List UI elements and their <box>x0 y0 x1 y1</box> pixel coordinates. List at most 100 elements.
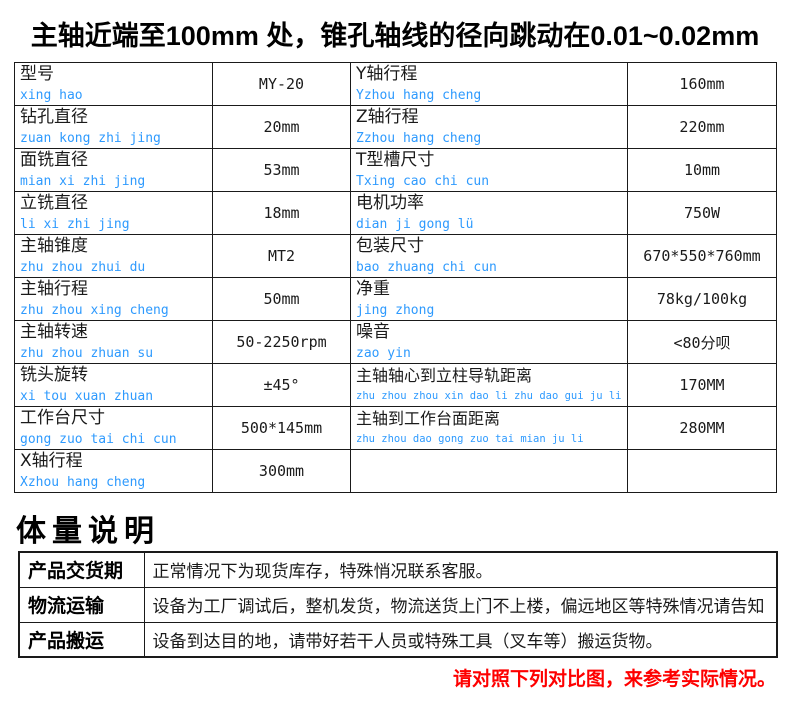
volume-table-row: 产品交货期 正常情况下为现货库存，特殊悄况联系客服。 <box>18 551 778 588</box>
spec-label-cell: 铣头旋转 xi tou xuan zhuan <box>14 363 213 407</box>
spec-table-row: X轴行程 Xzhou hang cheng 300mm <box>14 449 777 493</box>
spec-label-pinyin: Yzhou hang cheng <box>356 88 482 103</box>
spec-label-cn: Y轴行程 <box>356 64 418 84</box>
spec-value-cell: 50-2250rpm <box>212 320 351 364</box>
spec-value-cell: 220mm <box>627 105 777 149</box>
spec-value-cell: 500*145mm <box>212 406 351 450</box>
spec-label-cn: 铣头旋转 <box>20 365 88 385</box>
spec-value-cell: 78kg/100kg <box>627 277 777 321</box>
volume-table-row: 物流运输 设备为工厂调试后，整机发货，物流送货上门不上楼，偏远地区等特殊情况请告知 <box>18 586 778 623</box>
spec-table-row: 型号 xing hao MY-20 Y轴行程 Yzhou hang cheng 160mm <box>14 62 777 106</box>
spec-value-cell: MT2 <box>212 234 351 278</box>
spec-label-cell: 钻孔直径 zuan kong zhi jing <box>14 105 213 149</box>
spec-label-pinyin: zhu zhou xing cheng <box>20 303 169 318</box>
spec-label-cn: 主轴到工作台面距离 <box>356 409 501 428</box>
spec-value-cell: 670*550*760mm <box>627 234 777 278</box>
spec-value-cell: 300mm <box>212 449 351 493</box>
spec-label-cell: 主轴锥度 zhu zhou zhui du <box>14 234 213 278</box>
spec-value-cell: 280MM <box>627 406 777 450</box>
spec-label-cn: 型号 <box>20 64 54 84</box>
spec-value-cell: ±45° <box>212 363 351 407</box>
spec-label-cn: T型槽尺寸 <box>356 150 435 170</box>
volume-row-label: 产品交货期 <box>18 551 145 588</box>
spec-label-cell: 主轴转速 zhu zhou zhuan su <box>14 320 213 364</box>
spec-label-cell <box>350 449 628 493</box>
spec-label-cell: 净重 jing zhong <box>350 277 628 321</box>
spec-table-row: 主轴转速 zhu zhou zhuan su 50-2250rpm 噪音 zao yin… <box>14 320 777 364</box>
spec-value-cell <box>627 449 777 493</box>
spec-label-cn: 工作台尺寸 <box>20 408 105 428</box>
spec-label-cell: Z轴行程 Zzhou hang cheng <box>350 105 628 149</box>
page-title: 主轴近端至100mm 处，锥孔轴线的径向跳动在0.01~0.02mm <box>30 21 760 51</box>
spec-value-cell: 18mm <box>212 191 351 235</box>
spec-label-pinyin: gong zuo tai chi cun <box>20 432 177 447</box>
spec-label-pinyin: mian xi zhi jing <box>20 174 146 189</box>
spec-label-pinyin: Xzhou hang cheng <box>20 475 146 490</box>
spec-label-cell: 工作台尺寸 gong zuo tai chi cun <box>14 406 213 450</box>
spec-label-pinyin: zhu zhou dao gong zuo tai mian ju li <box>356 433 584 445</box>
spec-value-cell: 10mm <box>627 148 777 192</box>
spec-label-cell: Y轴行程 Yzhou hang cheng <box>350 62 628 106</box>
spec-value-cell: MY-20 <box>212 62 351 106</box>
spec-label-cell: 噪音 zao yin <box>350 320 628 364</box>
spec-label-cell: 主轴轴心到立柱导轨距离 zhu zhou zhou xin dao li zhu … <box>350 363 628 407</box>
volume-section-heading: 体量说明 <box>16 515 160 548</box>
spec-label-cell: 主轴到工作台面距离 zhu zhou dao gong zuo tai mian … <box>350 406 628 450</box>
volume-row-content: 设备到达目的地，请带好若干人员或特殊工具（叉车等）搬运货物。 <box>143 621 778 658</box>
spec-label-cn: X轴行程 <box>20 451 83 471</box>
spec-label-cn: 电机功率 <box>356 193 424 213</box>
spec-label-cell: 电机功率 dian ji gong lü <box>350 191 628 235</box>
spec-label-cn: 包装尺寸 <box>356 236 424 256</box>
spec-label-pinyin: jing zhong <box>356 303 435 318</box>
spec-table-row: 工作台尺寸 gong zuo tai chi cun 500*145mm 主轴到工作台… <box>14 406 777 450</box>
spec-label-pinyin: zao yin <box>356 346 411 361</box>
spec-label-cn: 主轴转速 <box>20 322 88 342</box>
spec-value-cell: 20mm <box>212 105 351 149</box>
volume-row-content: 设备为工厂调试后，整机发货，物流送货上门不上楼，偏远地区等特殊情况请告知 <box>143 586 778 623</box>
volume-row-content: 正常情况下为现货库存，特殊悄况联系客服。 <box>143 551 778 588</box>
spec-table-row: 面铣直径 mian xi zhi jing 53mm T型槽尺寸 Txing cao c… <box>14 148 777 192</box>
spec-value-cell: 50mm <box>212 277 351 321</box>
spec-value-cell: 750W <box>627 191 777 235</box>
volume-row-label: 产品搬运 <box>18 621 145 658</box>
spec-label-pinyin: dian ji gong lü <box>356 217 474 232</box>
spec-label-cn: 净重 <box>356 279 390 299</box>
footer-note: 请对照下列对比图，来参考实际情况。 <box>452 668 776 690</box>
spec-value-cell: <80分呗 <box>627 320 777 364</box>
spec-label-pinyin: Zzhou hang cheng <box>356 131 482 146</box>
spec-label-pinyin: Txing cao chi cun <box>356 174 490 189</box>
spec-label-pinyin: zuan kong zhi jing <box>20 131 161 146</box>
spec-label-cell: 面铣直径 mian xi zhi jing <box>14 148 213 192</box>
spec-label-cell: 包装尺寸 bao zhuang chi cun <box>350 234 628 278</box>
spec-label-cell: 主轴行程 zhu zhou xing cheng <box>14 277 213 321</box>
spec-label-cn: 钻孔直径 <box>20 107 88 127</box>
spec-label-pinyin: xing hao <box>20 88 83 103</box>
volume-row-label: 物流运输 <box>18 586 145 623</box>
spec-label-cn: 立铣直径 <box>20 193 88 213</box>
spec-label-cn: 主轴轴心到立柱导轨距离 <box>356 366 533 385</box>
spec-label-pinyin: xi tou xuan zhuan <box>20 389 154 404</box>
spec-table-row: 主轴锥度 zhu zhou zhui du MT2 包装尺寸 bao zhuang ch… <box>14 234 777 278</box>
spec-value-cell: 160mm <box>627 62 777 106</box>
spec-label-cn: 主轴锥度 <box>20 236 88 256</box>
spec-label-cn: 噪音 <box>356 322 390 342</box>
spec-label-pinyin: li xi zhi jing <box>20 217 130 232</box>
spec-table-row: 立铣直径 li xi zhi jing 18mm 电机功率 dian ji gong l… <box>14 191 777 235</box>
spec-label-cn: Z轴行程 <box>356 107 419 127</box>
volume-table: 产品交货期 正常情况下为现货库存，特殊悄况联系客服。 物流运输 设备为工厂调试后，整机… <box>18 551 778 658</box>
spec-label-cell: T型槽尺寸 Txing cao chi cun <box>350 148 628 192</box>
spec-table-row: 主轴行程 zhu zhou xing cheng 50mm 净重 jing zhong 7… <box>14 277 777 321</box>
spec-label-pinyin: zhu zhou zhuan su <box>20 346 154 361</box>
spec-label-cn: 主轴行程 <box>20 279 88 299</box>
spec-table-row: 钻孔直径 zuan kong zhi jing 20mm Z轴行程 Zzhou hang… <box>14 105 777 149</box>
spec-table-row: 铣头旋转 xi tou xuan zhuan ±45° 主轴轴心到立柱导轨距离 zhu … <box>14 363 777 407</box>
spec-value-cell: 53mm <box>212 148 351 192</box>
spec-value-cell: 170MM <box>627 363 777 407</box>
spec-label-cell: 立铣直径 li xi zhi jing <box>14 191 213 235</box>
volume-table-row: 产品搬运 设备到达目的地，请带好若干人员或特殊工具（叉车等）搬运货物。 <box>18 621 778 658</box>
spec-label-cell: X轴行程 Xzhou hang cheng <box>14 449 213 493</box>
spec-label-pinyin: bao zhuang chi cun <box>356 260 497 275</box>
spec-label-cell: 型号 xing hao <box>14 62 213 106</box>
spec-label-cn: 面铣直径 <box>20 150 88 170</box>
spec-label-pinyin: zhu zhou zhou xin dao li zhu dao gui ju … <box>356 390 622 402</box>
